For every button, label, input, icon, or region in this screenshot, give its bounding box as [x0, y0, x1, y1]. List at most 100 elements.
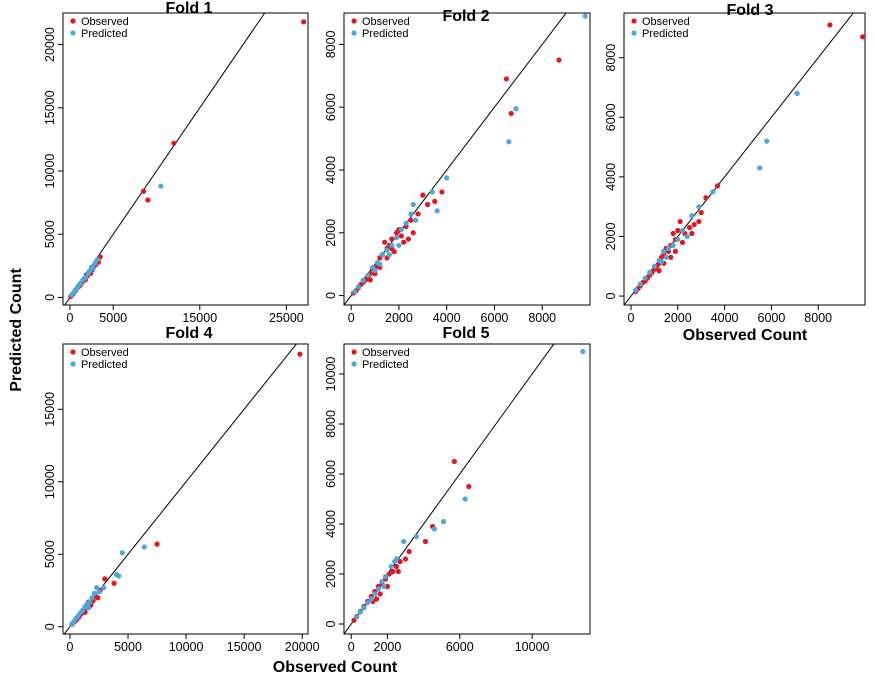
point-predicted: [94, 585, 100, 591]
panels: Fold 1 0 5000 15000 25000 0 5000 10000 15000 2000…: [43, 0, 866, 654]
point-predicted: [379, 578, 385, 585]
x-tick-label: 2000: [374, 640, 402, 654]
x-tick-label: 0: [66, 640, 73, 654]
point-predicted: [513, 106, 519, 112]
point-observed: [377, 591, 383, 597]
point-predicted: [393, 234, 400, 241]
point-observed: [508, 110, 514, 117]
point-predicted: [96, 589, 102, 595]
plot-area: [63, 344, 303, 634]
point-predicted: [429, 189, 435, 195]
point-observed: [679, 239, 686, 246]
x-axis-title-bottom: Observed Count: [273, 659, 398, 676]
panel-title: Fold 5: [442, 325, 489, 342]
point-observed: [140, 188, 147, 194]
y-tick-label: 6000: [324, 93, 338, 121]
point-observed: [395, 568, 401, 575]
plot-frame: [343, 343, 591, 635]
point-predicted: [647, 269, 653, 275]
legend-predicted-label: Predicted: [362, 28, 408, 40]
legend-predicted-label: Predicted: [81, 28, 127, 40]
point-predicted: [91, 590, 97, 597]
point-observed: [389, 236, 395, 242]
point-predicted: [413, 533, 419, 540]
legend-observed-label: Observed: [642, 16, 690, 28]
point-observed: [397, 558, 403, 565]
point-observed: [415, 211, 421, 217]
point-observed: [406, 548, 412, 555]
point-predicted: [352, 289, 358, 295]
y-tick-label: 4000: [324, 156, 338, 184]
y-tick-label: 5000: [43, 540, 57, 568]
plot-area: [624, 13, 865, 305]
point-observed: [686, 224, 693, 231]
point-observed: [95, 595, 101, 601]
plot-frame: [62, 343, 309, 635]
y-tick-label: 6000: [324, 460, 338, 488]
y-tick-label: 10000: [43, 154, 57, 189]
panel-fold-2: Fold 2 0 2000 4000 6000 8000 0 2000 4000 6000 8000…: [324, 8, 591, 325]
point-predicted: [665, 245, 672, 251]
point-observed: [677, 218, 683, 225]
point-predicted: [113, 571, 120, 578]
point-observed: [668, 254, 674, 260]
point-observed: [420, 192, 426, 198]
point-observed: [439, 189, 445, 195]
x-tick-label: 2000: [385, 311, 413, 325]
point-observed: [102, 576, 108, 582]
point-observed: [384, 583, 391, 590]
point-observed: [390, 568, 396, 575]
point-predicted: [384, 247, 390, 253]
point-predicted: [670, 242, 676, 249]
panel-fold-4: Fold 4 0 5000 10000 15000 20000 0 5000 10000 1500…: [43, 325, 320, 654]
x-tick-label: 4000: [433, 311, 461, 325]
y-tick-label: 8000: [324, 410, 338, 438]
y-tick-label: 2000: [604, 223, 618, 251]
point-observed: [154, 541, 160, 547]
legend-observed-marker: [70, 18, 76, 24]
x-tick-label: 15000: [182, 311, 217, 325]
legend-observed-marker: [351, 18, 357, 24]
point-observed: [373, 596, 380, 602]
legend-predicted-marker: [351, 361, 357, 367]
legend-observed-label: Observed: [81, 347, 129, 359]
point-predicted: [361, 605, 367, 611]
x-tick-label: 10000: [515, 640, 550, 654]
point-observed: [703, 195, 709, 201]
point-predicted: [141, 544, 147, 550]
point-predicted: [388, 563, 394, 570]
point-predicted: [119, 550, 125, 556]
point-predicted: [408, 211, 414, 217]
point-observed: [675, 227, 681, 234]
point-observed: [424, 201, 431, 208]
point-observed: [111, 580, 117, 586]
point-predicted: [360, 277, 366, 284]
y-tick-label: 15000: [43, 90, 57, 125]
y-tick-label: 8000: [324, 30, 338, 58]
plot-area: [344, 344, 586, 634]
y-tick-label: 4000: [324, 510, 338, 538]
y-tick-label: 4000: [604, 163, 618, 191]
point-observed: [860, 34, 865, 40]
point-observed: [405, 236, 412, 242]
point-predicted: [757, 165, 763, 171]
panel-title: Fold 3: [726, 2, 773, 19]
plot-frame: [623, 12, 866, 306]
point-predicted: [413, 217, 419, 223]
x-tick-label: 0: [348, 311, 355, 325]
point-observed: [145, 197, 151, 203]
x-tick-label: 20000: [285, 640, 320, 654]
point-predicted: [794, 90, 800, 97]
point-predicted: [368, 596, 374, 602]
point-observed: [656, 268, 662, 274]
point-predicted: [689, 213, 695, 219]
point-observed: [410, 230, 416, 236]
point-predicted: [675, 236, 681, 243]
point-predicted: [372, 267, 378, 274]
point-predicted: [375, 586, 381, 592]
point-predicted: [355, 284, 361, 290]
